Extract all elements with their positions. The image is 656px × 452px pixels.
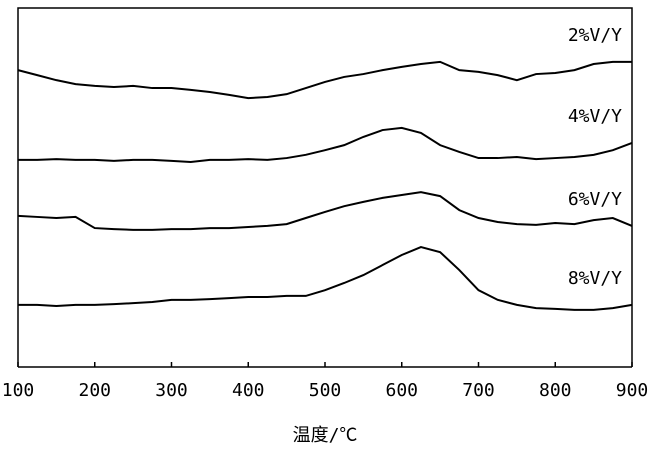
x-tick-label: 700 xyxy=(462,380,495,401)
series-label: 4%V/Y xyxy=(568,106,622,127)
series-line xyxy=(18,246,633,311)
x-tick-label: 500 xyxy=(309,380,342,401)
x-tick-label: 400 xyxy=(232,380,265,401)
x-tick-label: 200 xyxy=(78,380,111,401)
series-line xyxy=(18,126,633,164)
plot-frame xyxy=(17,7,633,367)
series-line xyxy=(17,191,633,231)
series-label: 6%V/Y xyxy=(568,189,622,210)
x-tick-label: 600 xyxy=(385,380,418,401)
series-line xyxy=(17,60,632,100)
series-label: 8%V/Y xyxy=(568,268,622,289)
x-tick-label: 100 xyxy=(2,380,35,401)
x-tick-label: 800 xyxy=(539,380,572,401)
series-label: 2%V/Y xyxy=(568,25,622,46)
x-tick-label: 300 xyxy=(155,380,188,401)
x-tick-label: 900 xyxy=(616,380,649,401)
x-axis-label: 温度/℃ xyxy=(293,425,358,446)
